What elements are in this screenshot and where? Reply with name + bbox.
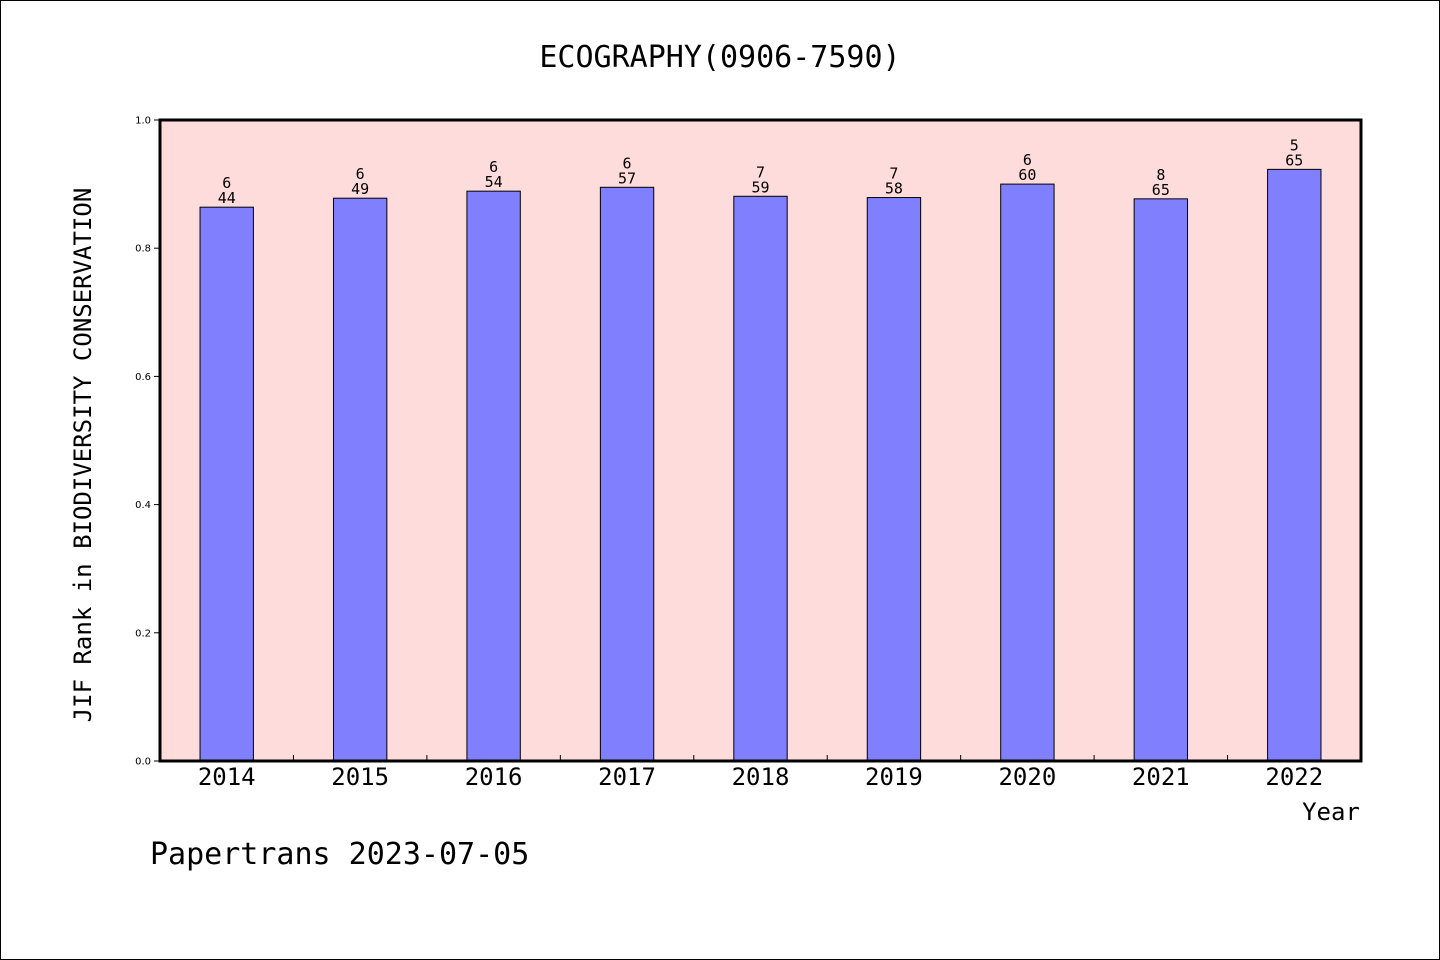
bar-total-label: 65 <box>1285 151 1303 169</box>
bar-2022 <box>1267 168 1322 762</box>
bar-rank-label: 6 <box>356 165 365 183</box>
bar-rank-label: 7 <box>889 165 898 183</box>
chart-title: ECOGRAPHY(0906-7590) <box>539 40 900 75</box>
x-tick-label: 2020 <box>998 763 1056 791</box>
bar-rank-label: 6 <box>489 158 498 176</box>
y-tick-label: 1.0 <box>135 116 151 127</box>
bar-2021 <box>1133 198 1189 762</box>
x-tick-label: 2018 <box>732 763 790 791</box>
bar-2017 <box>599 186 655 762</box>
x-tick-label: 2016 <box>465 763 523 791</box>
bar-rank-label: 7 <box>756 163 765 181</box>
bar-total-label: 44 <box>218 189 236 207</box>
bar-rank-label: 6 <box>222 174 231 192</box>
bar-rank-label: 8 <box>1156 166 1165 184</box>
x-tick-label: 2021 <box>1132 763 1190 791</box>
bar-total-label: 57 <box>618 169 636 187</box>
bar-2014 <box>199 206 254 762</box>
bar-2018 <box>733 195 788 762</box>
bar-2019 <box>866 197 922 762</box>
y-axis-ticks: 0.0 0.2 0.4 0.6 0.8 1.0 <box>135 116 160 768</box>
y-tick-label: 0.8 <box>135 244 151 255</box>
bar-2016 <box>466 190 521 762</box>
bar-rank-label: 6 <box>1023 151 1032 169</box>
y-tick-label: 0.2 <box>135 628 151 639</box>
x-tick-label: 2015 <box>331 763 389 791</box>
y-axis-label: JIF Rank in BIODIVERSITY CONSERVATION <box>69 188 97 723</box>
x-axis-label: Year <box>1302 798 1360 826</box>
bar-total-label: 49 <box>351 180 369 198</box>
footer-credit: Papertrans 2023-07-05 <box>150 837 529 872</box>
bar-total-label: 65 <box>1152 181 1170 199</box>
y-tick-label: 0.0 <box>135 757 151 768</box>
bar-2020 <box>1000 183 1055 762</box>
x-tick-label: 2017 <box>598 763 656 791</box>
x-tick-label: 2014 <box>198 763 256 791</box>
x-tick-label: 2022 <box>1265 763 1323 791</box>
bar-rank-label: 6 <box>623 154 632 172</box>
y-tick-label: 0.4 <box>135 500 151 511</box>
plot-border <box>158 118 1363 763</box>
bar-rank-label: 5 <box>1290 136 1299 154</box>
bar-total-label: 54 <box>485 173 503 191</box>
bar-total-label: 60 <box>1018 166 1036 184</box>
bar-total-label: 58 <box>885 180 903 198</box>
bar-2015 <box>332 197 388 762</box>
y-tick-label: 0.6 <box>135 372 151 383</box>
bar-total-label: 59 <box>751 178 769 196</box>
x-axis-ticks: 2014 2015 2016 2017 2018 2019 2020 2021 2022 <box>198 755 1323 791</box>
x-tick-label: 2019 <box>865 763 923 791</box>
